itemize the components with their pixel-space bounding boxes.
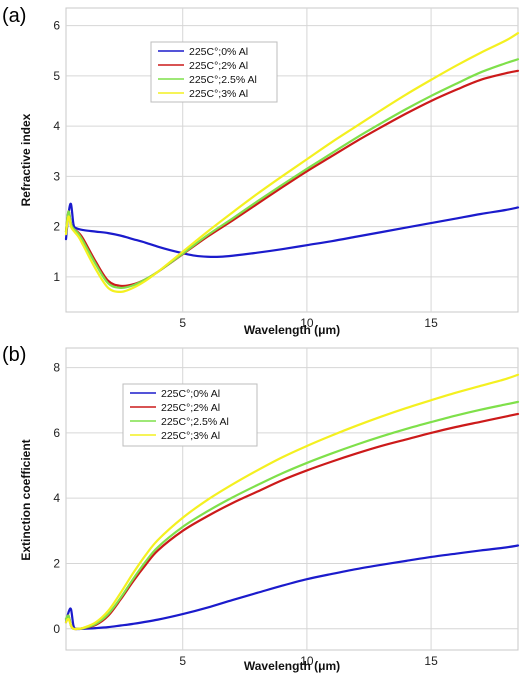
- y-tick-label: 3: [53, 169, 60, 183]
- panel-a-x-ticks: 5 10 15: [179, 316, 438, 330]
- panel-a-x-axis-label: Wavelength (μm): [244, 323, 340, 337]
- panel-a-label: (a): [2, 5, 26, 27]
- series-line-4: [64, 32, 520, 293]
- y-tick-label: 8: [53, 361, 60, 375]
- panel-b-x-ticks: 5 10 15: [179, 654, 438, 668]
- panel-b-y-ticks: 0 2 4 6 8: [53, 361, 60, 636]
- legend-entry-1: 225C°;0% Al: [161, 388, 220, 400]
- x-tick-label: 10: [300, 654, 314, 668]
- x-tick-label: 15: [424, 654, 438, 668]
- panel-b-series: [64, 373, 520, 631]
- panel-a-series: [64, 32, 520, 293]
- panel-b-x-axis-label: Wavelength (μm): [244, 659, 340, 673]
- series-line-3: [64, 58, 520, 290]
- panel-a-legend-box: [150, 41, 278, 103]
- y-tick-label: 5: [53, 69, 60, 83]
- panel-b-y-axis-label: Extinction coefficient: [19, 439, 33, 560]
- panel-b-label: (b): [2, 344, 26, 366]
- series-line-1: [64, 202, 520, 258]
- y-tick-label: 6: [53, 426, 60, 440]
- x-tick-label: 10: [300, 316, 314, 330]
- y-tick-label: 1: [53, 270, 60, 284]
- legend-entry-2: 225C°;2% Al: [189, 60, 248, 72]
- legend-entry-3: 225C°;2.5% Al: [161, 416, 229, 428]
- y-tick-label: 2: [53, 220, 60, 234]
- legend-entry-1: 225C°;0% Al: [189, 46, 248, 58]
- legend-entry-4: 225C°;3% Al: [161, 430, 220, 442]
- panel-a-y-axis-label: Refractive index: [19, 113, 33, 206]
- panel-a: (a) 1 2 3 4 5 6 5 10 15 Wavelength (μm) Refract…: [2, 5, 520, 337]
- panel-b-legend: 225C°;0% Al 225C°;2% Al 225C°;2.5% Al 225C°…: [122, 383, 258, 447]
- y-tick-label: 4: [53, 491, 60, 505]
- y-tick-label: 4: [53, 119, 60, 133]
- panel-a-legend: 225C°;0% Al 225C°;2% Al 225C°;2.5% Al 225C°…: [150, 41, 278, 103]
- y-tick-label: 2: [53, 556, 60, 570]
- x-tick-label: 15: [424, 316, 438, 330]
- legend-entry-2: 225C°;2% Al: [161, 402, 220, 414]
- legend-entry-3: 225C°;2.5% Al: [189, 74, 257, 86]
- x-tick-label: 5: [179, 654, 186, 668]
- y-tick-label: 0: [53, 622, 60, 636]
- panel-b: (b) 0 2 4 6 8 5 10 15 Wavelength (μm) Extincti…: [2, 344, 520, 673]
- legend-entry-4: 225C°;3% Al: [189, 88, 248, 100]
- y-tick-label: 6: [53, 19, 60, 33]
- panel-a-y-ticks: 1 2 3 4 5 6: [53, 19, 60, 284]
- x-tick-label: 5: [179, 316, 186, 330]
- series-line-4: [64, 373, 520, 631]
- panel-a-plot-area: [65, 7, 519, 313]
